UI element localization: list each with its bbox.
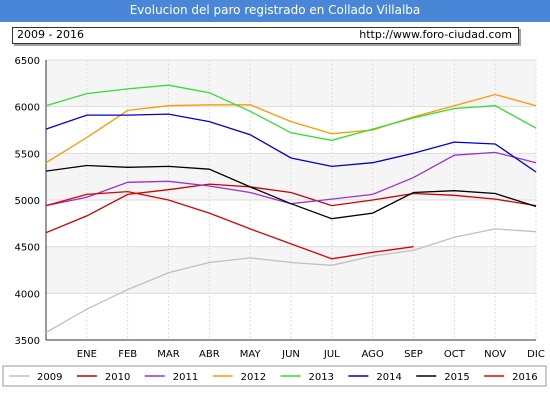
x-tick-label: AGO xyxy=(362,349,384,360)
series-line-2009 xyxy=(45,228,537,334)
legend-label-2015: 2015 xyxy=(444,372,469,383)
x-tick-label: OCT xyxy=(444,349,466,360)
chart-title: Evolucion del paro registrado en Collado… xyxy=(129,3,421,17)
legend-label-2009: 2009 xyxy=(37,372,62,383)
series-line-2013 xyxy=(45,84,537,141)
x-tick-label: JUL xyxy=(323,349,340,360)
series-line-2015 xyxy=(45,164,537,220)
y-tick-label: 5000 xyxy=(15,196,40,207)
y-tick-label: 3500 xyxy=(15,336,40,347)
series-line-2012 xyxy=(45,93,537,164)
y-tick-label: 6000 xyxy=(15,103,40,114)
series-line-2016 xyxy=(45,190,414,260)
legend: 2009 2010 2011 2012 2013 2014 2015 2016 xyxy=(2,365,547,387)
x-tick-label: NOV xyxy=(484,349,506,360)
title-bar: Evolucion del paro registrado en Collado… xyxy=(0,0,550,22)
x-tick-label: FEB xyxy=(118,349,137,360)
info-box: 2009 - 2016 http://www.foro-ciudad.com xyxy=(12,27,519,44)
x-tick-label: ENE xyxy=(77,349,97,360)
legend-label-2016: 2016 xyxy=(512,372,537,383)
x-axis: ENE FEB MAR ABR MAY JUN JUL AGO SEP OCT NOV DIC xyxy=(46,339,545,360)
legend-label-2013: 2013 xyxy=(309,372,334,383)
series-line-2010 xyxy=(45,183,537,234)
grid-lines xyxy=(46,59,537,341)
legend-label-2014: 2014 xyxy=(376,372,401,383)
plot-band xyxy=(46,60,536,107)
legend-label-2012: 2012 xyxy=(241,372,266,383)
plot-band xyxy=(46,200,536,247)
period-label: 2009 - 2016 xyxy=(17,28,84,41)
x-tick-label: JUN xyxy=(281,349,300,360)
legend-label-2011: 2011 xyxy=(173,372,198,383)
x-tick-label: MAR xyxy=(157,349,179,360)
x-tick-label: DIC xyxy=(527,349,545,360)
x-tick-label: ABR xyxy=(199,349,220,360)
legend-box xyxy=(2,365,547,387)
y-tick-label: 4000 xyxy=(15,289,40,300)
y-tick-label: 4500 xyxy=(15,243,40,254)
x-tick-label: MAY xyxy=(240,349,262,360)
series-layer xyxy=(45,84,537,334)
series-line-2014 xyxy=(45,113,537,173)
legend-label-2010: 2010 xyxy=(105,372,130,383)
y-tick-label: 5500 xyxy=(15,149,40,160)
y-tick-label: 6500 xyxy=(15,56,40,67)
x-tick-label: SEP xyxy=(404,349,423,360)
website-link[interactable]: http://www.foro-ciudad.com xyxy=(359,28,512,41)
y-axis: 3500 4000 4500 5000 5500 6000 6500 xyxy=(15,56,47,347)
